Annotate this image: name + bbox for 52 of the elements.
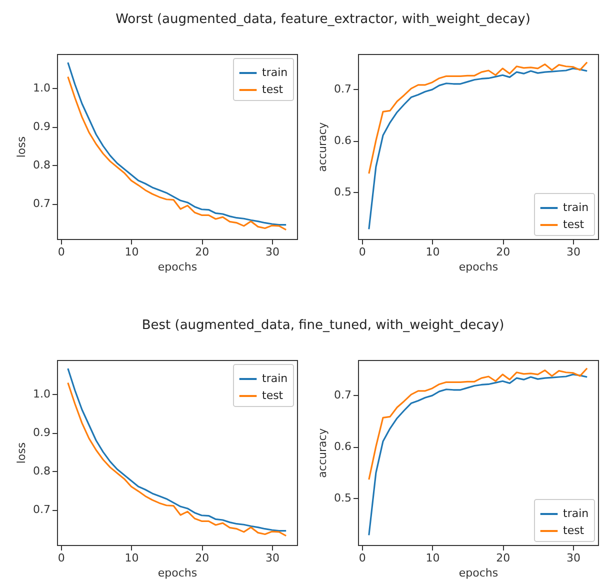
legend-label: test [262,389,284,402]
x-tick-label: 30 [266,552,280,564]
line-series [368,374,588,536]
x-tick-label: 0 [58,246,65,258]
legend-label: train [262,372,288,385]
y-tick-label: 0.9 [33,426,50,440]
y-tick-label: 0.8 [33,158,50,172]
y-tick-label: 1.0 [33,388,50,401]
x-axis-title: epochs [158,566,198,580]
x-tick-label: 10 [426,246,440,258]
x-tick-label: 20 [496,552,510,564]
x-tick-label: 20 [195,552,210,564]
x-tick-label: 30 [266,246,280,258]
x-tick-label: 0 [358,552,366,564]
legend-label: test [563,524,585,537]
legend-label: train [563,507,589,520]
y-axis-title: accuracy [316,122,330,172]
legend-label: test [262,83,284,96]
x-tick-label: 0 [58,552,65,564]
y-tick-label: 0.7 [334,388,352,402]
x-tick-label: 0 [358,246,366,258]
chart-title: Best (augmented_data, fine_tuned, with_weight_decay) [140,318,506,333]
y-tick-label: 0.7 [334,82,352,96]
x-tick-label: 30 [566,246,581,258]
y-axis-title: accuracy [316,428,330,478]
x-tick-label: 10 [124,552,139,564]
y-tick-label: 0.7 [33,197,50,210]
y-tick-label: 1.0 [33,82,50,95]
y-axis-title: loss [15,442,28,464]
y-tick-label: 0.5 [334,186,352,199]
x-axis-title: epochs [458,566,498,580]
x-axis-title: epochs [458,260,498,274]
x-tick-label: 10 [426,552,440,564]
x-tick-label: 10 [124,246,139,258]
y-axis-title: loss [15,136,28,158]
y-tick-label: 0.8 [33,464,50,478]
y-tick-label: 0.9 [33,120,50,134]
y-tick-label: 0.6 [334,440,352,454]
legend-label: train [262,66,288,79]
chart-title: Worst (augmented_data, feature_extractor, with_weight_decay) [114,12,532,27]
line-series [368,367,588,480]
x-tick-label: 30 [566,552,581,564]
y-tick-label: 0.6 [334,134,352,148]
x-axis-title: epochs [158,260,198,274]
line-series [368,61,588,174]
legend-label: train [563,201,589,214]
line-series [368,68,588,230]
legend-label: test [563,218,585,231]
x-tick-label: 20 [195,246,210,258]
y-tick-label: 0.5 [334,492,352,505]
x-tick-label: 20 [496,246,510,258]
y-tick-label: 0.7 [33,503,50,516]
